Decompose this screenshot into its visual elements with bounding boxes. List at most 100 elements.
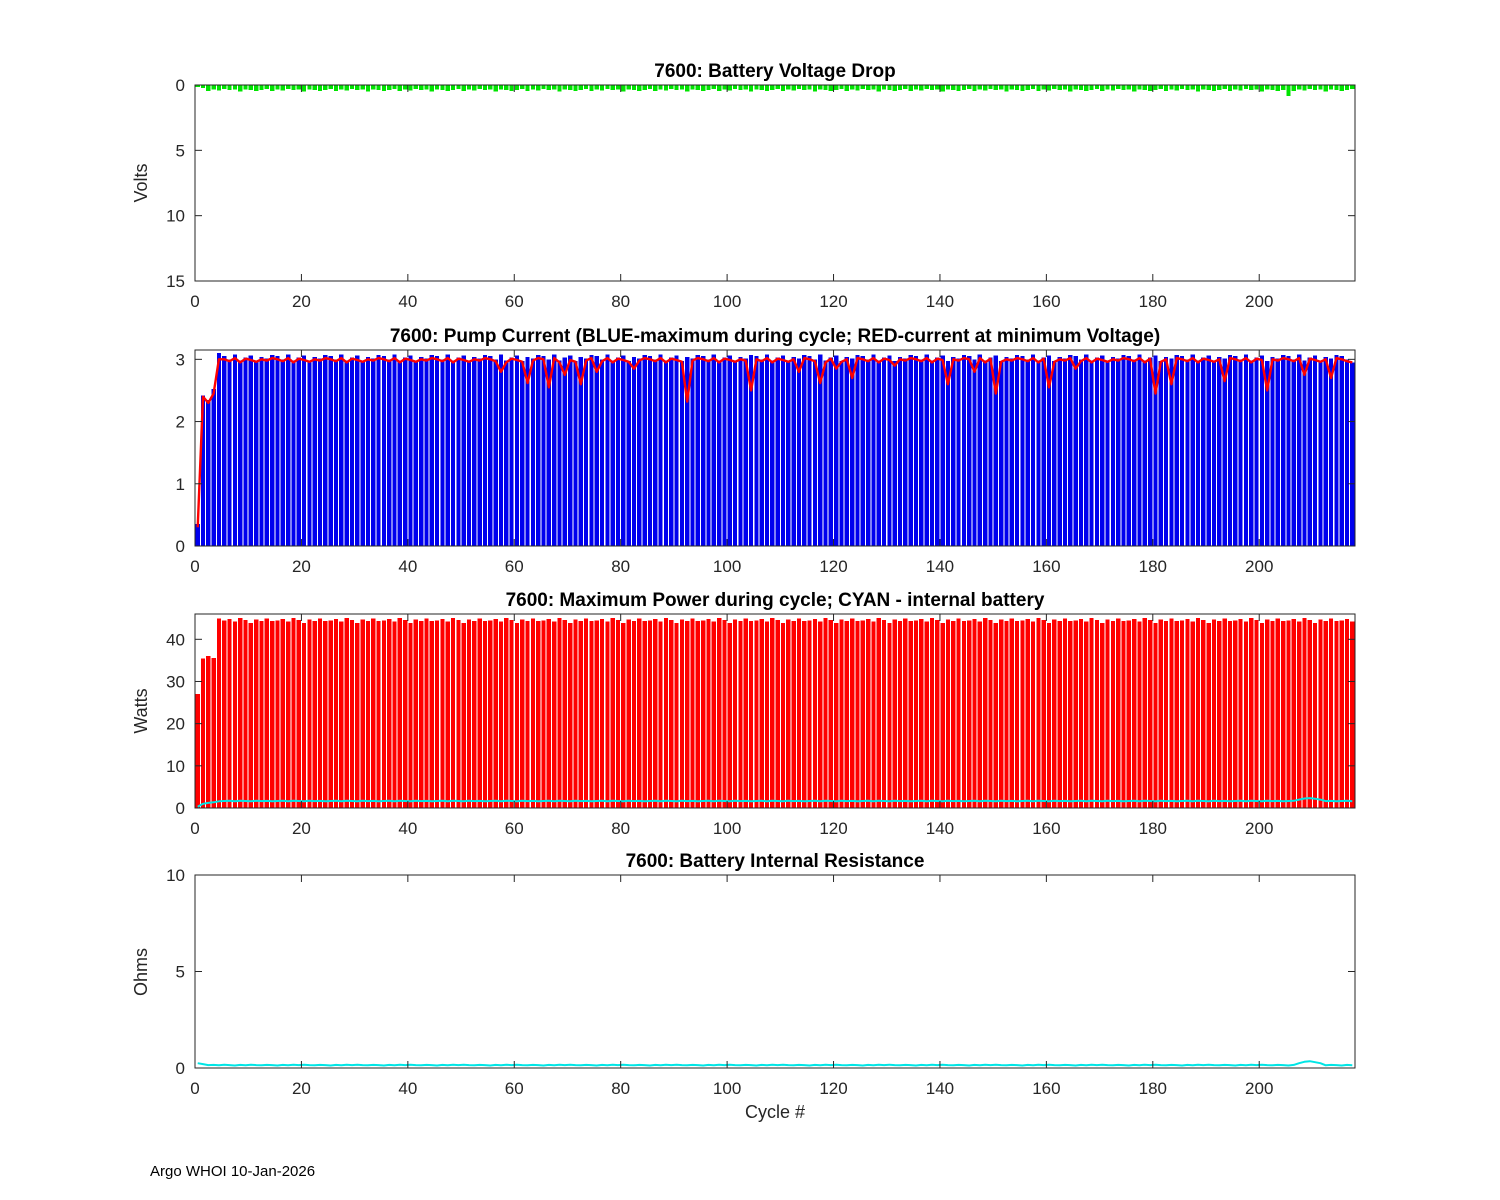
bar: [1078, 359, 1084, 546]
bar: [536, 354, 541, 546]
bar: [935, 85, 940, 90]
bar: [328, 356, 333, 546]
bar: [935, 357, 940, 546]
bar: [583, 358, 589, 546]
bar: [1174, 620, 1179, 808]
bar: [477, 358, 482, 546]
bar: [1254, 85, 1259, 90]
bar: [371, 618, 376, 808]
voltage-drop-bars: [195, 85, 1355, 97]
bar: [541, 620, 546, 808]
x-tick-label: 120: [819, 292, 847, 311]
bar: [770, 85, 775, 90]
bar: [764, 85, 770, 91]
bar: [1153, 85, 1158, 90]
bar: [945, 361, 951, 546]
x-tick-label: 40: [398, 557, 417, 576]
bar: [434, 620, 440, 808]
x-tick-label: 200: [1245, 819, 1273, 838]
bar: [631, 356, 637, 546]
bar: [615, 357, 621, 546]
bar: [1238, 85, 1243, 91]
bar: [498, 354, 504, 546]
bar: [1009, 85, 1014, 90]
bar: [738, 356, 743, 546]
bar: [1169, 85, 1174, 90]
bar: [1254, 357, 1259, 546]
bar: [802, 620, 807, 808]
bar: [1297, 354, 1302, 546]
bar: [865, 359, 871, 546]
bar: [717, 618, 722, 808]
bar: [578, 85, 583, 90]
bar: [466, 85, 472, 90]
bar: [557, 360, 562, 546]
bar: [621, 355, 626, 546]
bar: [349, 357, 355, 546]
bar: [897, 356, 903, 546]
bar: [270, 620, 275, 808]
bar: [1073, 85, 1078, 90]
bar: [504, 360, 509, 546]
bar: [876, 85, 881, 92]
bar: [514, 85, 520, 90]
bar: [392, 85, 397, 90]
x-tick-label: 40: [398, 819, 417, 838]
bar: [1195, 85, 1201, 92]
bar: [376, 620, 381, 808]
bar: [610, 85, 615, 91]
bar: [605, 85, 610, 89]
bar: [1344, 359, 1350, 546]
bar: [908, 85, 913, 91]
bar: [397, 360, 402, 546]
bar: [403, 357, 408, 546]
bar: [669, 619, 674, 808]
bar: [1153, 355, 1158, 546]
bar: [227, 619, 232, 808]
tick-marks: [194, 350, 1355, 547]
bar: [1265, 85, 1270, 90]
bar: [844, 356, 849, 546]
bar: [983, 360, 988, 546]
bar: [440, 85, 445, 90]
bar: [780, 85, 786, 91]
bar: [1014, 85, 1020, 90]
bar: [546, 359, 551, 546]
bar: [488, 620, 493, 808]
bar: [514, 355, 520, 546]
bar: [1265, 361, 1270, 546]
bar: [1339, 85, 1344, 91]
max-power-plot: 0 20 40 60 80 100 120 140 160 180 200 0 10 20 30 40: [166, 613, 1356, 838]
bar: [1201, 357, 1206, 546]
bar: [1270, 356, 1275, 546]
bar: [493, 619, 498, 808]
bar: [770, 360, 775, 546]
x-tick-label: 0: [190, 819, 199, 838]
bar: [1270, 621, 1275, 808]
bar: [1142, 85, 1147, 90]
bar: [291, 360, 296, 546]
bar: [1302, 360, 1307, 546]
x-tick-label: 120: [819, 819, 847, 838]
bar: [738, 85, 743, 91]
bar: [1179, 85, 1185, 89]
bar: [301, 355, 307, 546]
bar: [1281, 354, 1286, 546]
bar: [1312, 85, 1318, 91]
x-tick-label: 140: [926, 819, 954, 838]
bar: [1344, 619, 1350, 808]
bar: [259, 85, 264, 90]
bar: [919, 359, 924, 546]
bar: [1286, 356, 1291, 546]
bar: [993, 85, 998, 91]
bar: [881, 619, 887, 808]
x-axis-label: Cycle #: [745, 1102, 805, 1122]
bar: [365, 621, 371, 808]
bar: [450, 618, 456, 808]
bar: [1046, 355, 1052, 546]
bar: [722, 619, 727, 808]
bar: [637, 85, 642, 91]
bar: [839, 85, 844, 90]
bar: [264, 358, 269, 546]
bar: [1233, 85, 1238, 90]
